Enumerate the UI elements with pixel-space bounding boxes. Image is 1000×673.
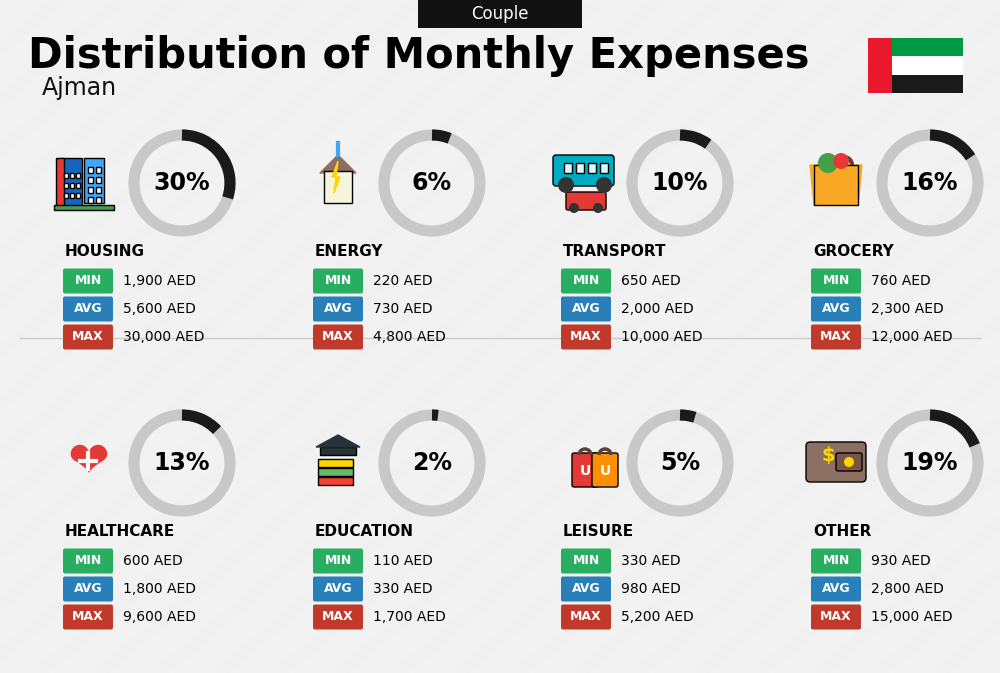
Text: 5,600 AED: 5,600 AED — [123, 302, 196, 316]
Text: 2,800 AED: 2,800 AED — [871, 582, 944, 596]
Text: 1,800 AED: 1,800 AED — [123, 582, 196, 596]
Text: MAX: MAX — [570, 610, 602, 623]
FancyBboxPatch shape — [63, 297, 113, 322]
Text: ENERGY: ENERGY — [315, 244, 384, 258]
FancyBboxPatch shape — [868, 38, 892, 93]
Text: 330 AED: 330 AED — [621, 554, 681, 568]
FancyBboxPatch shape — [418, 0, 582, 28]
FancyBboxPatch shape — [70, 183, 74, 188]
Text: 980 AED: 980 AED — [621, 582, 681, 596]
Text: U: U — [599, 464, 611, 478]
Circle shape — [569, 203, 579, 213]
FancyBboxPatch shape — [811, 604, 861, 629]
Polygon shape — [320, 155, 356, 173]
Text: $: $ — [821, 446, 835, 464]
FancyBboxPatch shape — [576, 163, 584, 173]
FancyBboxPatch shape — [63, 548, 113, 573]
FancyBboxPatch shape — [313, 548, 363, 573]
Text: AVG: AVG — [572, 302, 600, 316]
Text: MAX: MAX — [820, 330, 852, 343]
FancyBboxPatch shape — [592, 453, 618, 487]
Circle shape — [596, 177, 612, 193]
Text: Distribution of Monthly Expenses: Distribution of Monthly Expenses — [28, 35, 810, 77]
Text: OTHER: OTHER — [813, 524, 871, 538]
Text: TRANSPORT: TRANSPORT — [563, 244, 666, 258]
FancyBboxPatch shape — [564, 163, 572, 173]
Text: AVG: AVG — [572, 583, 600, 596]
FancyBboxPatch shape — [561, 548, 611, 573]
FancyBboxPatch shape — [96, 177, 101, 183]
Text: 6%: 6% — [412, 171, 452, 195]
FancyBboxPatch shape — [811, 577, 861, 602]
Text: AVG: AVG — [822, 302, 850, 316]
Text: 16%: 16% — [902, 171, 958, 195]
Text: Ajman: Ajman — [42, 76, 117, 100]
FancyBboxPatch shape — [64, 193, 68, 198]
FancyBboxPatch shape — [811, 297, 861, 322]
FancyBboxPatch shape — [88, 177, 93, 183]
Text: HOUSING: HOUSING — [65, 244, 145, 258]
Text: 110 AED: 110 AED — [373, 554, 433, 568]
Text: MAX: MAX — [72, 330, 104, 343]
FancyBboxPatch shape — [76, 183, 80, 188]
FancyBboxPatch shape — [892, 57, 963, 75]
Text: 2,000 AED: 2,000 AED — [621, 302, 694, 316]
FancyBboxPatch shape — [318, 459, 353, 467]
FancyBboxPatch shape — [63, 604, 113, 629]
FancyBboxPatch shape — [814, 165, 858, 205]
FancyBboxPatch shape — [320, 447, 356, 455]
Circle shape — [593, 203, 603, 213]
FancyBboxPatch shape — [318, 468, 353, 476]
FancyBboxPatch shape — [561, 324, 611, 349]
Text: 330 AED: 330 AED — [373, 582, 433, 596]
Text: 15,000 AED: 15,000 AED — [871, 610, 953, 624]
Text: U: U — [579, 464, 591, 478]
Text: AVG: AVG — [822, 583, 850, 596]
Text: AVG: AVG — [74, 583, 102, 596]
Text: 1,700 AED: 1,700 AED — [373, 610, 446, 624]
Text: 10%: 10% — [652, 171, 708, 195]
Text: Couple: Couple — [471, 5, 529, 23]
Text: 2%: 2% — [412, 451, 452, 475]
FancyBboxPatch shape — [588, 163, 596, 173]
Text: 1,900 AED: 1,900 AED — [123, 274, 196, 288]
FancyBboxPatch shape — [811, 324, 861, 349]
FancyBboxPatch shape — [84, 158, 104, 203]
FancyBboxPatch shape — [600, 163, 608, 173]
FancyBboxPatch shape — [811, 548, 861, 573]
FancyBboxPatch shape — [63, 269, 113, 293]
Text: 2,300 AED: 2,300 AED — [871, 302, 944, 316]
Polygon shape — [316, 435, 360, 447]
FancyBboxPatch shape — [96, 197, 101, 203]
Text: MAX: MAX — [322, 610, 354, 623]
Text: MAX: MAX — [322, 330, 354, 343]
FancyBboxPatch shape — [553, 155, 614, 186]
FancyBboxPatch shape — [566, 192, 606, 210]
FancyBboxPatch shape — [836, 453, 862, 471]
Text: 760 AED: 760 AED — [871, 274, 931, 288]
Text: 730 AED: 730 AED — [373, 302, 433, 316]
FancyBboxPatch shape — [63, 324, 113, 349]
FancyBboxPatch shape — [88, 197, 93, 203]
Text: MAX: MAX — [72, 610, 104, 623]
FancyBboxPatch shape — [324, 171, 352, 203]
Text: 5%: 5% — [660, 451, 700, 475]
Text: 19%: 19% — [902, 451, 958, 475]
Circle shape — [818, 153, 838, 173]
Text: MAX: MAX — [570, 330, 602, 343]
Text: AVG: AVG — [324, 583, 352, 596]
Text: 30,000 AED: 30,000 AED — [123, 330, 205, 344]
Text: 600 AED: 600 AED — [123, 554, 183, 568]
Text: 650 AED: 650 AED — [621, 274, 681, 288]
FancyBboxPatch shape — [313, 324, 363, 349]
Text: AVG: AVG — [74, 302, 102, 316]
Circle shape — [844, 457, 854, 467]
FancyBboxPatch shape — [63, 577, 113, 602]
FancyBboxPatch shape — [892, 75, 963, 93]
FancyBboxPatch shape — [806, 442, 866, 482]
Text: 30%: 30% — [154, 171, 210, 195]
Circle shape — [833, 153, 849, 169]
Text: 10,000 AED: 10,000 AED — [621, 330, 703, 344]
Text: GROCERY: GROCERY — [813, 244, 894, 258]
